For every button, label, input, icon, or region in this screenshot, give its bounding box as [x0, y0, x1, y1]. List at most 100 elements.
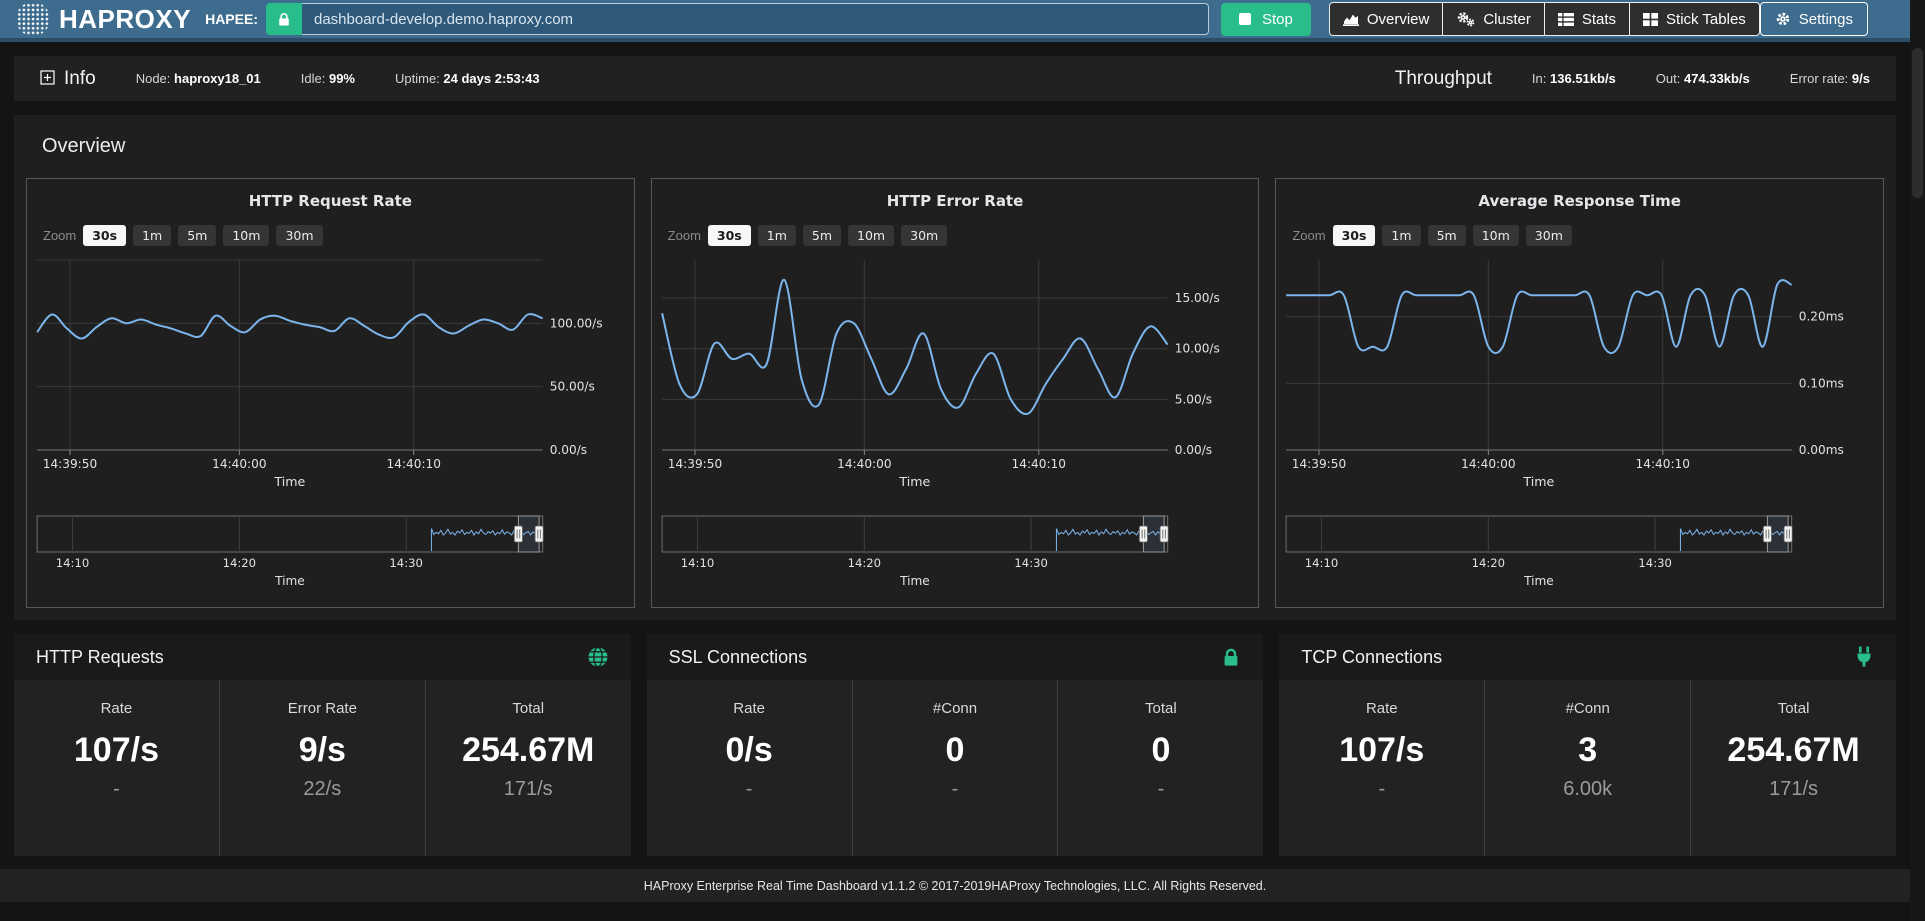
- navigator-handle[interactable]: [1784, 525, 1793, 543]
- top-navbar: HAPROXY HAPEE: Stop Overview Cluster Stats…: [0, 0, 1910, 42]
- stat-header: Total: [1777, 700, 1810, 717]
- chart-navigator[interactable]: 14:10 14:20 14:30 Time: [27, 512, 634, 598]
- stat-header: Rate: [1365, 700, 1398, 717]
- navigator-handle[interactable]: [534, 525, 544, 543]
- footer-text: HAProxy Enterprise Real Time Dashboard v…: [643, 878, 1267, 893]
- chart-plot[interactable]: 14:39:50 14:40:00 14:40:10 15.00/s 10.00/s 5.…: [652, 252, 1259, 492]
- throughput-in: In: 136.51kb/s: [1531, 71, 1616, 86]
- navigator-handle[interactable]: [1159, 525, 1169, 543]
- zoom-option-1m[interactable]: 1m: [757, 225, 796, 246]
- zoom-option-5m[interactable]: 5m: [802, 225, 842, 246]
- settings-button[interactable]: Settings: [1759, 2, 1868, 36]
- stat-sub-value: -: [113, 778, 120, 800]
- navigator-handle[interactable]: [1138, 525, 1148, 543]
- stat-sub-value: 22/s: [303, 778, 342, 800]
- svg-text:14:20: 14:20: [1472, 556, 1505, 570]
- svg-text:0.00/s: 0.00/s: [550, 443, 587, 457]
- stat-sub-value: 171/s: [1769, 778, 1819, 800]
- stat-value: 254.67M: [1727, 731, 1860, 769]
- error-rate-info: Error rate: 9/s: [1789, 71, 1870, 86]
- stat-header: Total: [1145, 700, 1177, 717]
- svg-text:Time: Time: [273, 474, 305, 489]
- stat-column-rate: Rate 107/s -: [1279, 680, 1484, 856]
- svg-text:100.00/s: 100.00/s: [550, 316, 603, 330]
- svg-text:Time: Time: [1523, 574, 1554, 588]
- scrollbar-thumb[interactable]: [1912, 48, 1923, 198]
- stat-value: 0/s: [725, 731, 773, 769]
- svg-text:Time: Time: [898, 474, 930, 489]
- stat-value: 107/s: [1339, 731, 1425, 769]
- stop-button[interactable]: Stop: [1220, 2, 1311, 36]
- nav-button-group: Overview Cluster Stats Stick Tables: [1328, 2, 1760, 36]
- chart-plot[interactable]: 14:39:50 14:40:00 14:40:10 0.20ms 0.10ms 0.00…: [1276, 252, 1883, 492]
- navigator-handle[interactable]: [1763, 525, 1773, 543]
- charts-row: HTTP Request Rate Zoom 30s 1m 5m 10m 30m 14:3…: [26, 178, 1885, 608]
- zoom-label: Zoom: [1292, 228, 1326, 243]
- nav-button-stats[interactable]: Stats: [1543, 2, 1631, 36]
- nav-button-label: Cluster: [1483, 10, 1531, 28]
- info-bar: Info Node: haproxy18_01 Idle: 99% Uptime…: [14, 56, 1896, 101]
- chart-plot[interactable]: 14:39:50 14:40:00 14:40:10 100.00/s 50.00/s 0…: [27, 252, 634, 492]
- zoom-option-1m[interactable]: 1m: [133, 225, 172, 246]
- stat-column-rate: Rate 0/s -: [647, 680, 852, 856]
- stat-sub-value: 6.00k: [1563, 778, 1613, 800]
- zoom-option-30s[interactable]: 30s: [1332, 225, 1376, 246]
- url-lock-button[interactable]: [265, 3, 302, 35]
- stat-value: 9/s: [298, 731, 346, 769]
- haproxy-logo-icon: [16, 2, 50, 36]
- svg-text:5.00/s: 5.00/s: [1174, 392, 1211, 406]
- stat-sub-value: -: [745, 778, 753, 800]
- stat-column-rate: Rate 107/s -: [14, 680, 219, 856]
- stop-icon: [1238, 13, 1251, 25]
- svg-text:14:40:00: 14:40:00: [1461, 457, 1515, 471]
- stat-header: Rate: [100, 700, 133, 717]
- card-body: Rate 107/s - Error Rate 9/s 22/s Total 254.67M 1…: [14, 680, 631, 856]
- zoom-option-30s[interactable]: 30s: [707, 225, 751, 246]
- stat-sub-value: -: [1157, 778, 1165, 800]
- svg-text:Time: Time: [899, 574, 930, 588]
- svg-text:50.00/s: 50.00/s: [550, 380, 595, 394]
- gears-icon: [1456, 11, 1475, 27]
- nav-button-overview[interactable]: Overview: [1328, 2, 1444, 36]
- svg-text:Time: Time: [1523, 474, 1555, 489]
- scrollbar[interactable]: [1910, 0, 1925, 921]
- zoom-option-30s[interactable]: 30s: [83, 225, 127, 246]
- zoom-option-5m[interactable]: 5m: [1427, 225, 1466, 246]
- plus-square-icon[interactable]: [40, 69, 55, 88]
- nav-button-label: Stick Tables: [1666, 10, 1746, 28]
- chart-panel-http-error-rate: HTTP Error Rate Zoom 30s 1m 5m 10m 30m 14:39:…: [650, 178, 1260, 608]
- svg-text:14:40:10: 14:40:10: [1011, 457, 1065, 471]
- zoom-option-5m[interactable]: 5m: [178, 225, 217, 246]
- svg-text:0.00/s: 0.00/s: [1174, 443, 1211, 457]
- node-info: Node: haproxy18_01: [135, 71, 261, 86]
- zoom-option-10m[interactable]: 10m: [223, 225, 270, 246]
- stat-card-http-requests: HTTP Requests Rate 107/s - Error Rate 9/s 22/s…: [14, 634, 631, 856]
- chart-navigator[interactable]: 14:10 14:20 14:30 Time: [652, 512, 1259, 598]
- stat-value: 0: [1151, 731, 1171, 769]
- plug-icon: [1854, 646, 1874, 668]
- zoom-option-10m[interactable]: 10m: [1472, 225, 1519, 246]
- svg-text:14:20: 14:20: [847, 556, 880, 570]
- nav-button-cluster[interactable]: Cluster: [1442, 2, 1545, 36]
- brand-text: HAPROXY: [59, 3, 192, 34]
- card-body: Rate 0/s - #Conn 0 - Total 0 -: [647, 680, 1264, 856]
- stat-header: Total: [512, 700, 545, 717]
- throughput-group: Throughput In: 136.51kb/s Out: 474.33kb/…: [1395, 68, 1870, 90]
- zoom-option-30m[interactable]: 30m: [1525, 225, 1572, 246]
- stat-column-error-rate: Error Rate 9/s 22/s: [218, 680, 425, 856]
- zoom-option-10m[interactable]: 10m: [848, 225, 895, 246]
- idle-info: Idle: 99%: [300, 71, 355, 86]
- info-heading: Info: [40, 68, 96, 90]
- svg-text:14:40:00: 14:40:00: [212, 457, 266, 471]
- navigator-handle[interactable]: [513, 525, 523, 543]
- stat-header: Rate: [733, 700, 765, 717]
- svg-text:14:40:10: 14:40:10: [1636, 457, 1690, 471]
- stat-value: 0: [945, 731, 965, 769]
- chart-navigator[interactable]: 14:10 14:20 14:30 Time: [1276, 512, 1883, 598]
- zoom-option-30m[interactable]: 30m: [901, 225, 948, 246]
- zoom-option-30m[interactable]: 30m: [276, 225, 323, 246]
- zoom-option-1m[interactable]: 1m: [1382, 225, 1421, 246]
- nav-button-stick-tables[interactable]: Stick Tables: [1629, 2, 1760, 36]
- url-input[interactable]: [301, 3, 1209, 35]
- url-bar: [265, 3, 1209, 35]
